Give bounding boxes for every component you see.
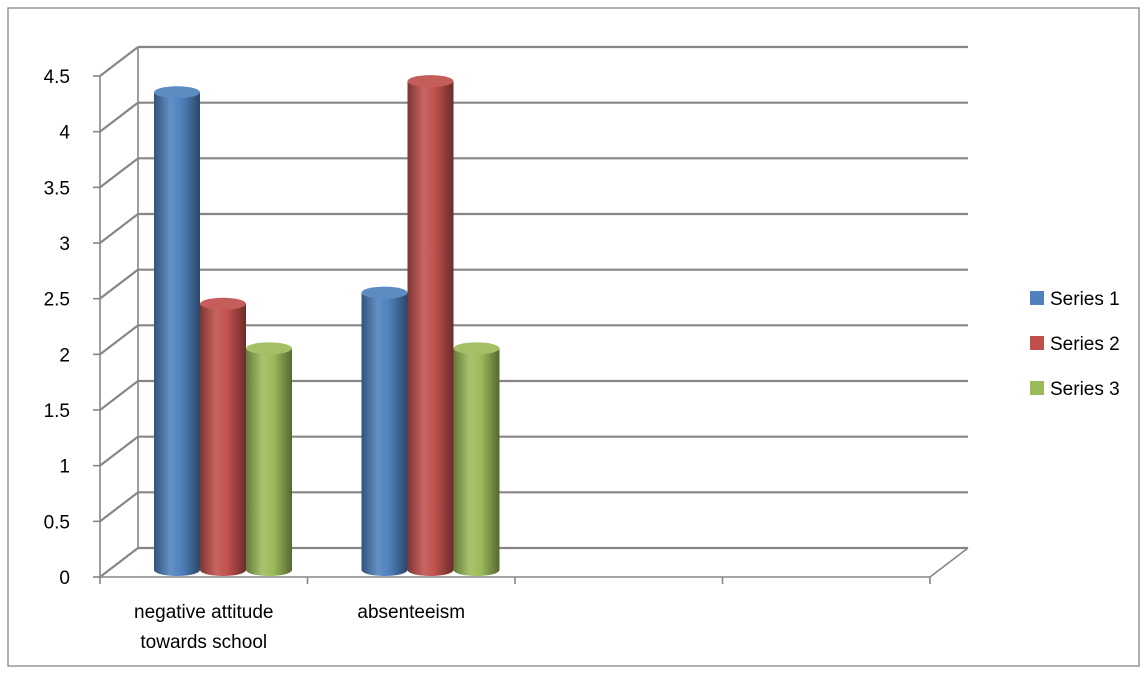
bar-body — [200, 303, 246, 576]
category-label: negative attitude — [134, 602, 273, 623]
bar-top — [154, 86, 200, 99]
bar — [361, 286, 408, 576]
bar-body — [453, 348, 500, 576]
floor-right-edge — [929, 547, 969, 578]
y-tick-label: 4.5 — [44, 67, 70, 88]
bar — [154, 86, 200, 576]
bar — [200, 297, 246, 576]
y-tick-label: 2 — [59, 345, 70, 366]
category-labels: negative attitude towards school absenteei… — [134, 602, 465, 653]
y-tick-label: 3 — [59, 234, 70, 255]
legend-item: Series 3 — [1030, 379, 1120, 400]
gridline-side — [99, 547, 139, 578]
bar-top — [407, 75, 454, 88]
category-label: absenteeism — [357, 602, 465, 623]
x-axis-ticks — [99, 577, 931, 584]
y-tick-label: 0 — [59, 568, 70, 589]
legend-label: Series 1 — [1050, 289, 1120, 310]
bar — [453, 342, 500, 576]
y-tick-label: 4 — [59, 123, 70, 144]
y-axis-ticks: 0 0.5 1 1.5 2 2.5 3 3.5 4 4.5 — [44, 67, 100, 589]
y-tick-label: 3.5 — [44, 178, 70, 199]
bar-top — [200, 297, 246, 310]
category-label: towards school — [140, 632, 267, 653]
gridline-side — [99, 101, 139, 133]
bar-body — [407, 81, 454, 576]
gridline-side — [99, 213, 139, 244]
y-tick-label: 2.5 — [44, 290, 70, 311]
bar-top — [246, 342, 292, 355]
bar — [407, 75, 454, 576]
legend-label: Series 2 — [1050, 334, 1120, 355]
gridline-side — [99, 324, 139, 356]
bar-top — [361, 286, 408, 299]
legend-swatch — [1030, 381, 1044, 395]
y-tick-label: 1 — [59, 457, 70, 478]
bar-body — [361, 292, 408, 576]
gridline-side — [99, 435, 139, 467]
legend-swatch — [1030, 336, 1044, 350]
gridline-side — [99, 380, 139, 411]
y-tick-label: 1.5 — [44, 401, 70, 422]
gridline-side — [99, 491, 139, 523]
bar-body — [154, 92, 200, 576]
bars — [154, 75, 500, 576]
gridline-side — [99, 268, 139, 300]
legend-item: Series 1 — [1030, 289, 1120, 310]
gridline-side — [99, 157, 139, 189]
bar — [246, 342, 292, 576]
y-tick-label: 0.5 — [44, 512, 70, 533]
legend-swatch — [1030, 291, 1044, 305]
bar-top — [453, 342, 500, 355]
bar-body — [246, 348, 292, 576]
legend: Series 1 Series 2 Series 3 — [1030, 289, 1120, 400]
legend-label: Series 3 — [1050, 379, 1120, 400]
gridline-side — [99, 46, 139, 77]
legend-item: Series 2 — [1030, 334, 1120, 355]
